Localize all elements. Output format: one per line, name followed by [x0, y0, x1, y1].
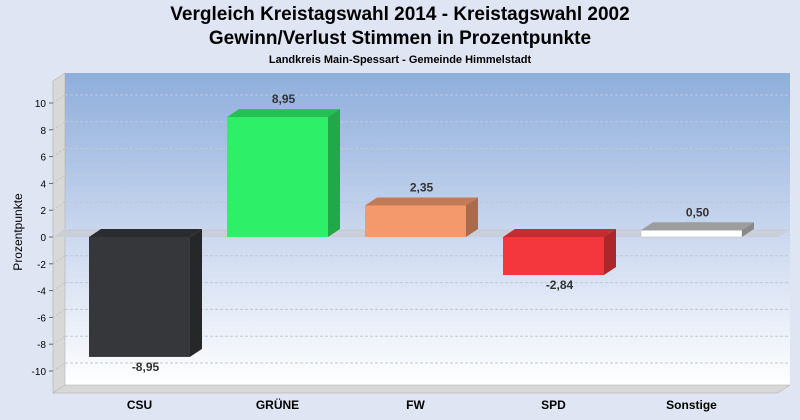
bar-top [227, 109, 340, 118]
y-tick-label: -6 [37, 313, 46, 324]
bar-sonstige [640, 222, 754, 238]
gridline-wall [52, 121, 66, 131]
data-label: 8,95 [272, 92, 296, 106]
y-axis-label: Prozentpunkte [11, 193, 25, 271]
y-tick-label: -4 [37, 287, 46, 298]
chart-title: Vergleich Kreistagswahl 2014 - Kreistags… [170, 4, 630, 25]
bar-fw [365, 197, 478, 237]
y-tick-label: -8 [37, 340, 46, 351]
chart-subtitle: Landkreis Main-Spessart - Gemeinde Himme… [268, 54, 532, 66]
plot-floor [52, 384, 791, 394]
bar-top [365, 197, 478, 206]
gridline-wall [52, 148, 66, 158]
y-tick-label: 10 [35, 99, 47, 110]
data-label: -2,84 [546, 278, 574, 292]
x-tick-label: Sonstige [666, 398, 717, 412]
bar-front [503, 237, 604, 276]
gridline-wall [52, 282, 66, 292]
gridline-wall [52, 201, 66, 211]
x-tick-label: FW [406, 398, 425, 412]
data-label: -8,95 [132, 360, 160, 374]
y-tick-label: 2 [40, 206, 46, 217]
gridline-wall [52, 362, 66, 372]
bar-front [89, 237, 190, 357]
bar-spd [503, 229, 616, 276]
gridline-wall [52, 308, 66, 318]
y-tick-label: 4 [40, 179, 46, 190]
gridline-wall [52, 335, 66, 345]
bar-grüne [227, 109, 340, 237]
bar-side [190, 229, 202, 357]
bar-side [604, 229, 616, 276]
gridline-wall [52, 94, 66, 104]
x-tick-label: SPD [541, 398, 566, 412]
bar-top [641, 222, 754, 231]
bar-top [503, 229, 616, 237]
bar-side [742, 222, 754, 237]
x-tick-label: CSU [127, 398, 152, 412]
bar-front [227, 117, 328, 237]
data-label: 0,50 [686, 205, 710, 219]
bar-top [89, 229, 202, 237]
bar-front [365, 205, 466, 237]
y-tick-label: -2 [37, 260, 46, 271]
gridline-wall [52, 174, 66, 184]
bar-side [328, 109, 340, 237]
x-tick-label: GRÜNE [256, 397, 299, 412]
gridline-wall [52, 255, 66, 265]
y-tick-label: 8 [40, 126, 46, 137]
bar-front [640, 230, 743, 238]
bar-csu [89, 229, 202, 357]
y-tick-label: 6 [40, 153, 46, 164]
y-tick-label: -10 [32, 367, 47, 378]
chart-subtitle-main: Gewinn/Verlust Stimmen in Prozentpunkte [208, 28, 592, 49]
bar-side [466, 197, 478, 237]
y-tick-label: 0 [40, 233, 46, 244]
data-label: 2,35 [410, 181, 434, 195]
